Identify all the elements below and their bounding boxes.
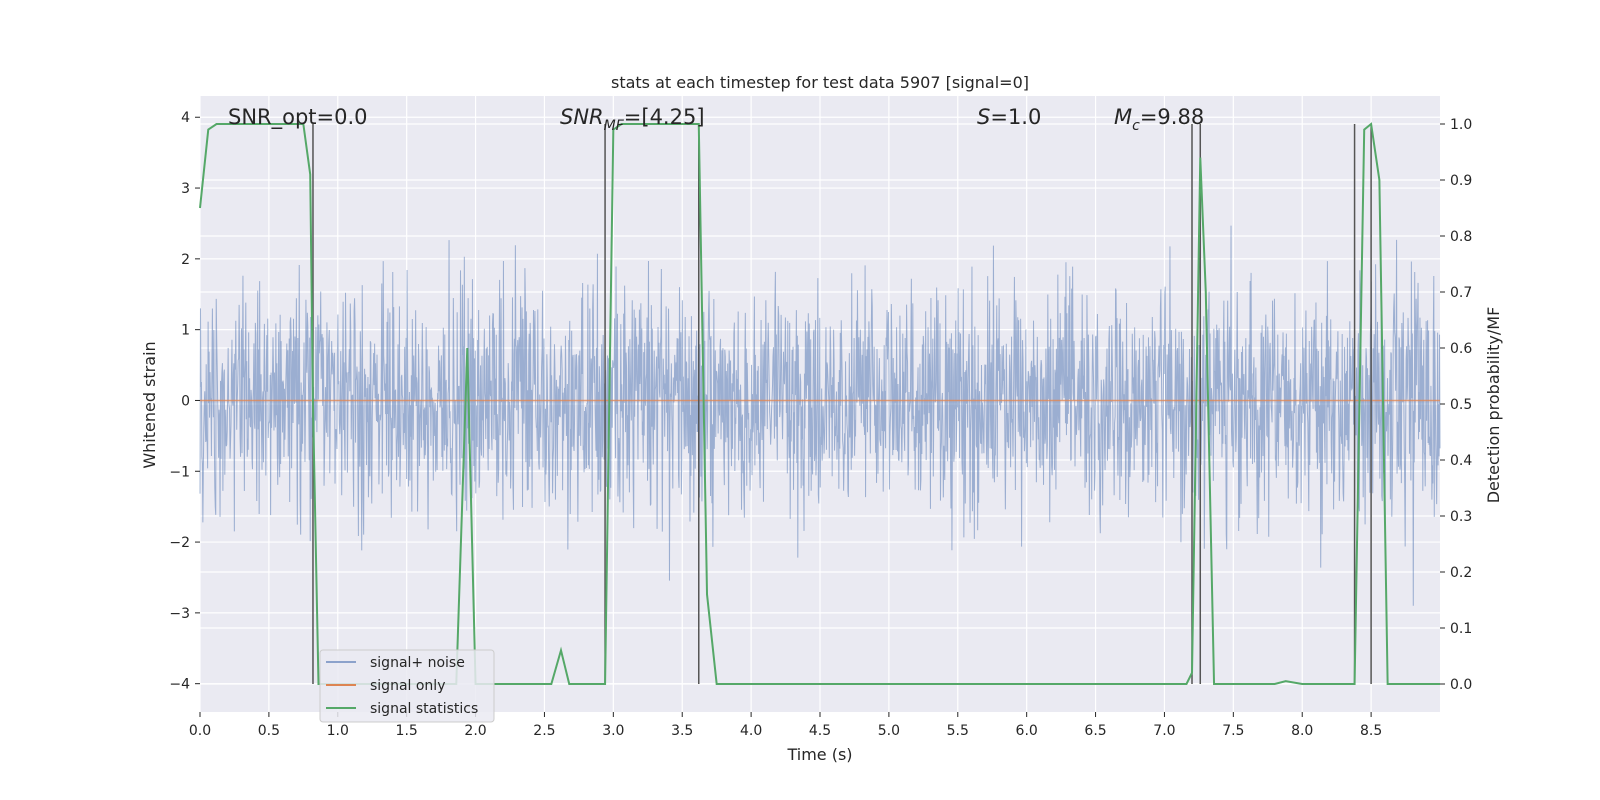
legend-label-signal-noise: signal+ noise [370,655,465,671]
y-right-tick-label: 0.2 [1450,565,1472,581]
x-axis-label: Time (s) [786,745,852,764]
x-tick-label: 8.5 [1360,723,1382,739]
y-left-tick-label: 3 [181,181,190,197]
y-left-tick-label: −3 [169,606,190,622]
x-tick-label: 2.0 [464,723,486,739]
x-tick-label: 4.5 [809,723,831,739]
x-tick-label: 6.5 [1084,723,1106,739]
x-tick-label: 4.0 [740,723,762,739]
x-tick-label: 6.0 [1016,723,1038,739]
signal-noise-series [199,225,1441,606]
y-left-tick-label: 4 [181,110,190,126]
x-tick-label: 8.0 [1291,723,1313,739]
y-right-axis-label: Detection probability/MF [1484,307,1503,504]
y-right-tick-label: 1.0 [1450,117,1472,133]
y-right-tick-label: 0.9 [1450,173,1472,189]
y-right-tick-label: 0.6 [1450,341,1472,357]
annotation-snr-mf: SNRMF=[4.25] [560,105,705,134]
legend-box [319,649,495,723]
vertical-markers [312,124,1372,684]
y-left-tick-label: −4 [169,677,190,693]
y-right-tick-label: 0.0 [1450,677,1472,693]
chart-title: stats at each timestep for test data 590… [611,73,1029,92]
y-left-axis-label: Whitened strain [140,341,159,468]
x-tick-label: 0.5 [258,723,280,739]
x-ticks: 0.0 0.5 1.0 1.5 2.0 2.5 3.0 3.5 4.0 4.5 5.0 5.5 6.0 6… [189,712,1382,739]
y-right-tick-label: 0.7 [1450,285,1472,301]
legend-label-signal-statistics: signal statistics [370,701,478,717]
x-tick-label: 5.5 [947,723,969,739]
x-tick-label: 1.0 [327,723,349,739]
annotation-mc-sub: c [1132,118,1140,134]
y-left-tick-label: −2 [169,535,190,551]
annotation-s-rest: =1.0 [990,105,1041,129]
y-left-tick-label: 0 [181,393,190,409]
annotation-snr-mf-main: SNR [560,105,604,129]
y-left-ticks: 4 3 2 1 0 −1 −2 −3 −4 [169,110,200,693]
y-right-ticks: 1.0 0.9 0.8 0.7 0.6 0.5 0.4 0.3 0.2 0.1 0.0 [1440,117,1472,693]
x-tick-label: 2.5 [533,723,555,739]
annotation-snr-mf-rest: =[4.25] [624,105,705,129]
y-right-tick-label: 0.3 [1450,509,1472,525]
annotation-mc-rest: =9.88 [1140,105,1204,129]
signal-noise-line [199,225,1441,606]
y-right-tick-label: 0.5 [1450,397,1472,413]
annotation-s-main: S [977,105,990,129]
y-right-tick-label: 0.4 [1450,453,1472,469]
legend-label-signal-only: signal only [370,678,445,694]
legend: signal+ noise signal only signal statist… [319,649,495,723]
x-tick-label: 0.0 [189,723,211,739]
x-tick-label: 7.0 [1153,723,1175,739]
x-tick-label: 7.5 [1222,723,1244,739]
y-right-tick-label: 0.1 [1450,621,1472,637]
y-left-tick-label: 1 [181,323,190,339]
annotation-s: S=1.0 [977,105,1041,129]
x-tick-label: 3.5 [671,723,693,739]
y-left-tick-label: 2 [181,252,190,268]
annotation-mc: Mc=9.88 [1114,105,1204,134]
annotation-snr-mf-sub: MF [604,118,625,134]
annotation-mc-main: M [1114,105,1132,129]
x-tick-label: 3.0 [602,723,624,739]
y-right-tick-label: 0.8 [1450,229,1472,245]
x-tick-label: 1.5 [396,723,418,739]
annotation-snr-opt: SNR_opt=0.0 [228,105,368,130]
y-left-tick-label: −1 [169,464,190,480]
x-tick-label: 5.0 [878,723,900,739]
